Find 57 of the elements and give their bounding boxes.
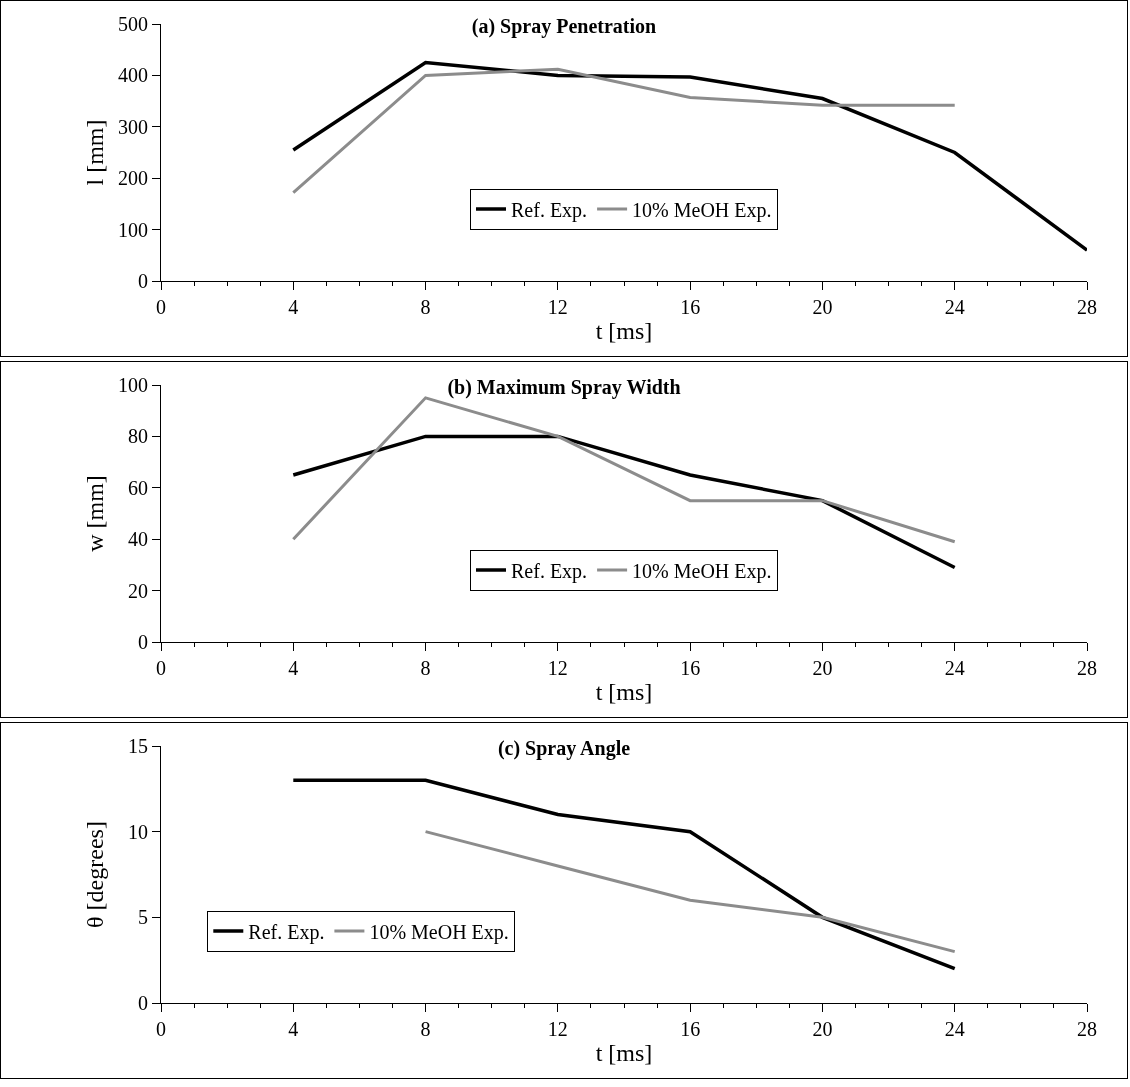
- y-axis-title: w [mm]: [82, 475, 108, 552]
- x-tick-label: 28: [1077, 657, 1097, 679]
- y-axis-title: l [mm]: [82, 119, 108, 186]
- x-tick-label: 12: [547, 657, 568, 679]
- y-tick-label: 0: [138, 631, 148, 653]
- chart-title: (a) Spray Penetration: [471, 14, 657, 38]
- x-tick-label: 24: [944, 1018, 965, 1040]
- x-tick-label: 0: [156, 657, 166, 679]
- chart-title: (c) Spray Angle: [497, 736, 631, 760]
- x-tick-label: 28: [1077, 1018, 1097, 1040]
- y-tick-label: 40: [128, 528, 148, 551]
- y-tick-label: 20: [128, 579, 148, 602]
- x-tick-label: 0: [156, 296, 166, 318]
- x-tick-label: 16: [680, 657, 701, 679]
- x-axis-title: t [ms]: [595, 1040, 653, 1067]
- y-tick-label: 300: [118, 115, 148, 138]
- legend-label: 10% MeOH Exp.: [369, 920, 509, 944]
- legend-label: 10% MeOH Exp.: [632, 198, 772, 222]
- x-tick-label: 12: [547, 296, 568, 318]
- legend-label: Ref. Exp.: [248, 920, 325, 944]
- line-series: [291, 60, 1087, 252]
- x-tick-label: 8: [420, 296, 431, 318]
- y-tick-label: 100: [118, 218, 148, 241]
- x-tick-label: 4: [288, 1018, 299, 1040]
- chart-title: (b) Maximum Spray Width: [447, 375, 681, 399]
- x-tick-label: 24: [944, 657, 965, 679]
- y-tick-label: 5: [138, 906, 148, 929]
- y-axis-title: θ [degrees]: [82, 821, 108, 928]
- x-tick-label: 4: [288, 657, 299, 679]
- legend-label: 10% MeOH Exp.: [632, 559, 772, 583]
- y-tick-label: 80: [128, 425, 148, 448]
- y-tick-label: 100: [118, 374, 148, 396]
- line-series: [291, 67, 957, 195]
- legend-label: Ref. Exp.: [511, 198, 588, 222]
- y-tick-label: 200: [118, 167, 148, 190]
- y-tick-label: 0: [138, 270, 148, 292]
- y-tick-label: 15: [128, 735, 148, 757]
- x-tick-label: 16: [680, 1018, 701, 1040]
- legend-label: Ref. Exp.: [511, 559, 588, 583]
- x-tick-label: 24: [944, 296, 965, 318]
- x-tick-label: 20: [812, 657, 833, 679]
- x-tick-label: 8: [420, 1018, 431, 1040]
- x-axis-title: t [ms]: [595, 679, 653, 706]
- x-axis-title: t [ms]: [595, 318, 653, 345]
- x-tick-label: 20: [812, 296, 833, 318]
- y-tick-label: 0: [138, 992, 148, 1014]
- y-tick-label: 60: [128, 476, 148, 499]
- y-tick-label: 400: [118, 64, 148, 87]
- x-tick-label: 0: [156, 1018, 166, 1040]
- x-tick-label: 28: [1077, 296, 1097, 318]
- x-tick-label: 8: [420, 657, 431, 679]
- x-tick-label: 4: [288, 296, 299, 318]
- x-tick-label: 12: [547, 1018, 568, 1040]
- y-tick-label: 500: [118, 13, 148, 35]
- x-tick-label: 16: [680, 296, 701, 318]
- y-tick-label: 10: [128, 820, 148, 843]
- x-tick-label: 20: [812, 1018, 833, 1040]
